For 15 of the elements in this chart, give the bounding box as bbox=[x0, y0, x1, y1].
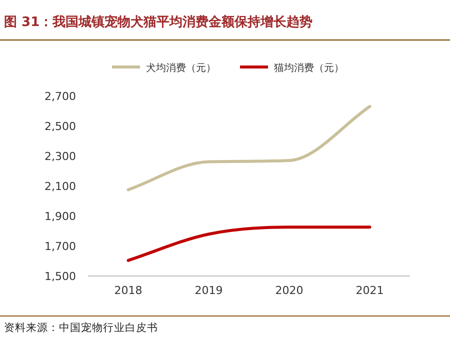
y-tick-label: 1,700 bbox=[44, 240, 76, 253]
y-tick-label: 2,700 bbox=[44, 90, 76, 103]
legend-label: 猫均消费（元） bbox=[274, 62, 344, 74]
x-tick-label: 2021 bbox=[356, 284, 384, 297]
legend-label: 犬均消费（元） bbox=[146, 62, 216, 74]
y-tick-label: 1,500 bbox=[44, 270, 76, 283]
y-tick-label: 2,300 bbox=[44, 150, 76, 163]
y-tick-label: 2,500 bbox=[44, 120, 76, 133]
chart-title: 图 31：我国城镇宠物犬猫平均消费金额保持增长趋势 bbox=[4, 14, 313, 30]
y-tick-label: 2,100 bbox=[44, 180, 76, 193]
text: 资料来源：中国宠物行业白皮书 bbox=[4, 321, 158, 334]
y-tick-label: 1,900 bbox=[44, 210, 76, 223]
x-tick-label: 2020 bbox=[275, 284, 304, 297]
x-tick-label: 2018 bbox=[114, 284, 142, 297]
x-tick-label: 2019 bbox=[194, 284, 223, 297]
